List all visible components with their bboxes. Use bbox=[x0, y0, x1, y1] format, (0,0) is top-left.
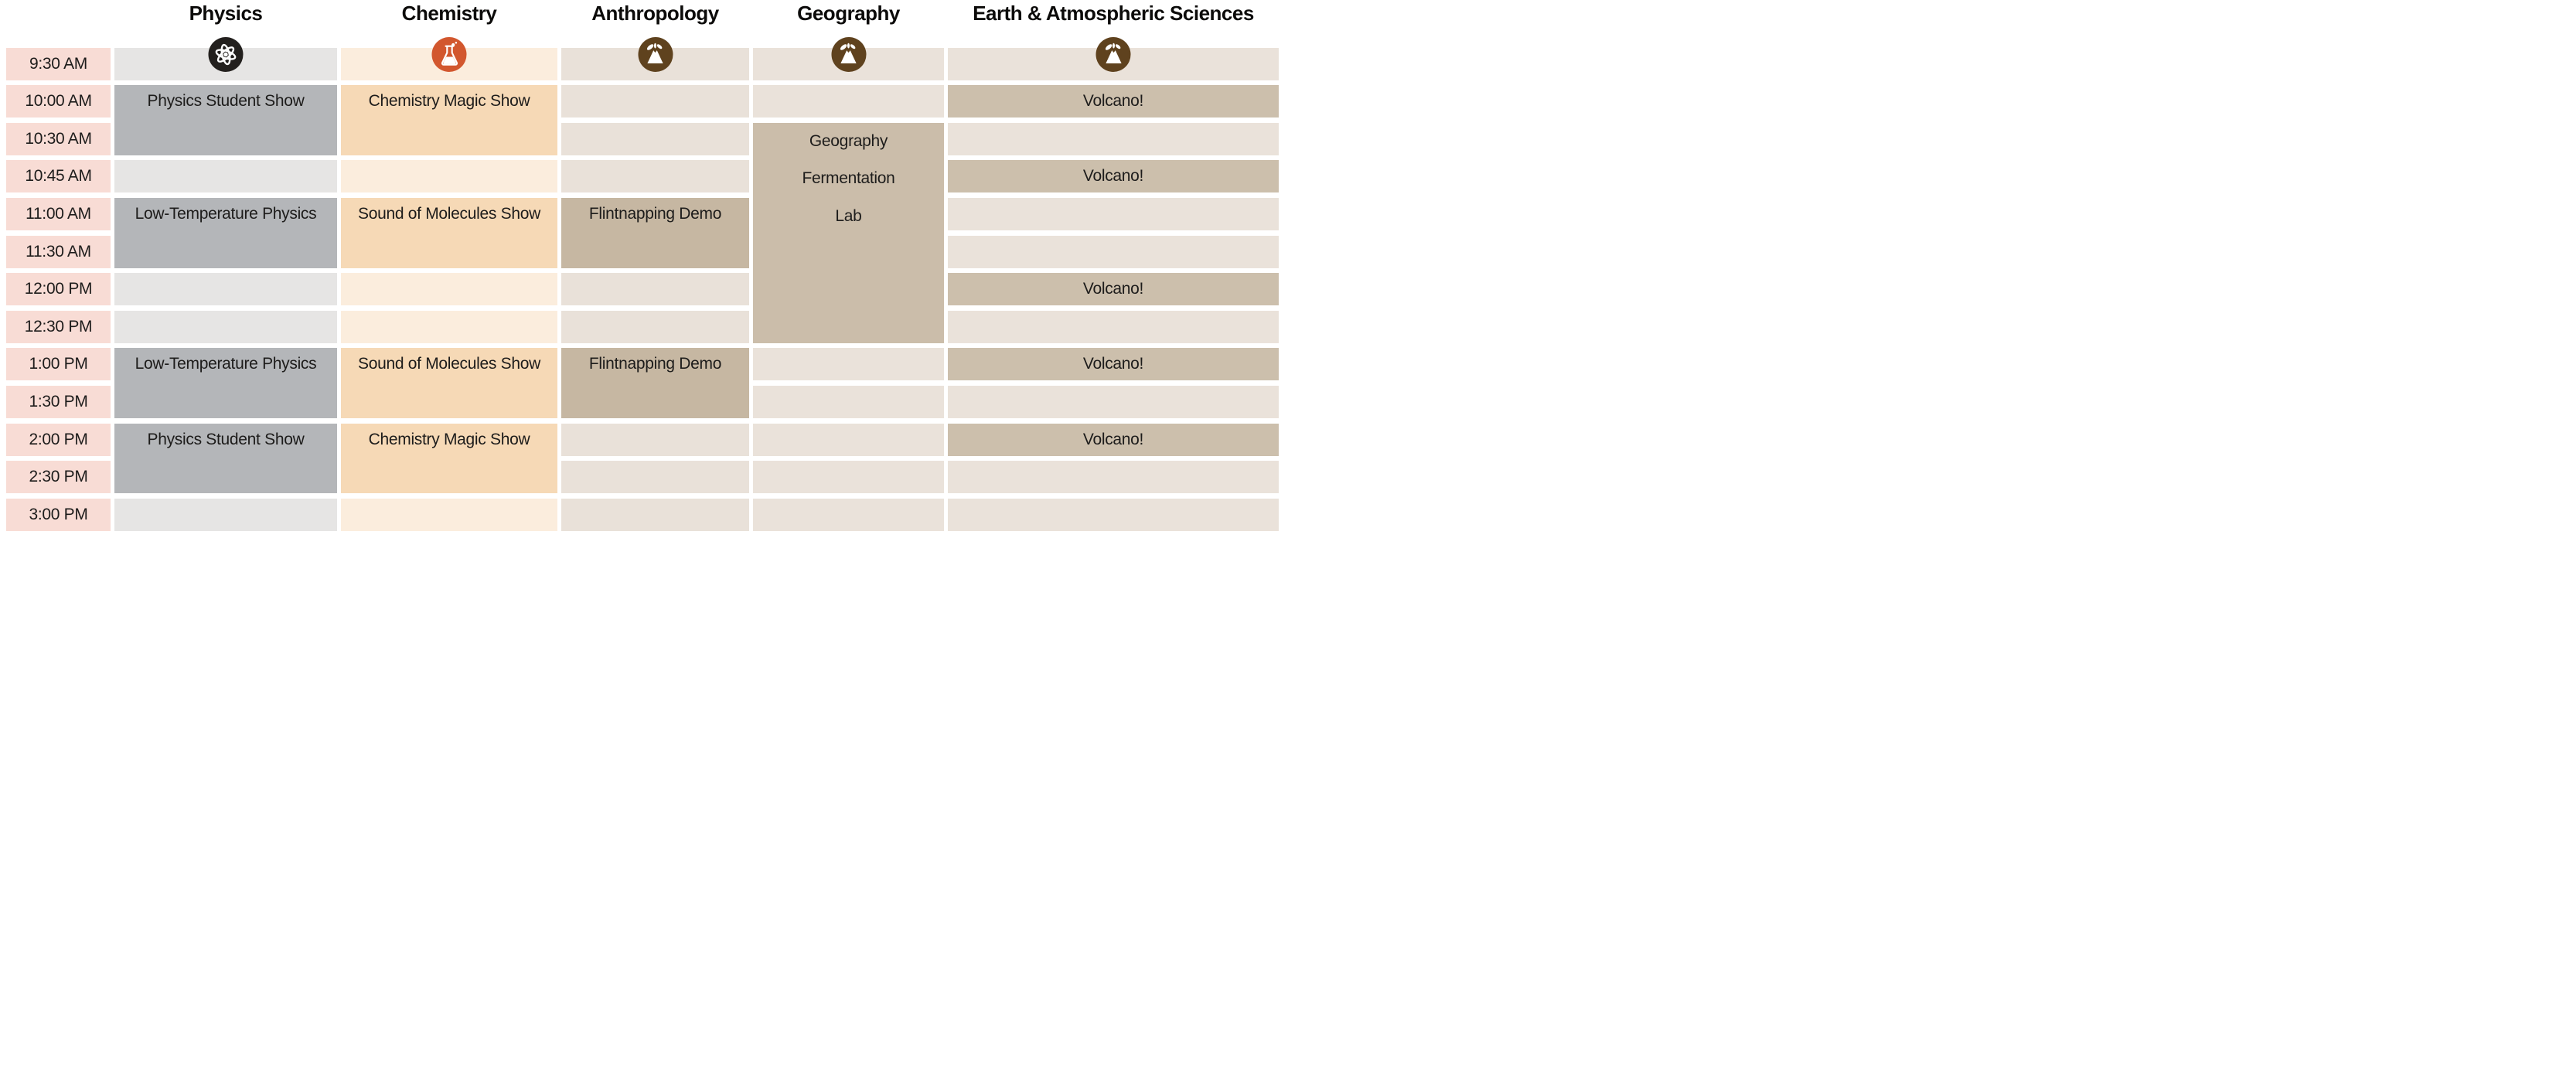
empty-cell-physics-7 bbox=[114, 310, 337, 343]
empty-cell-physics-3 bbox=[114, 160, 337, 193]
empty-cell-geography-0 bbox=[753, 36, 944, 80]
event-cell-earth-atmospheric-sciences-0: Volcano! bbox=[948, 85, 1279, 118]
event-cell-physics-3: Physics Student Show bbox=[114, 423, 337, 494]
empty-cell-chemistry-3 bbox=[341, 160, 557, 193]
empty-cell-geography-10 bbox=[753, 423, 944, 456]
empty-cell-geography-12 bbox=[753, 498, 944, 531]
event-cell-geography-0: Geography Fermentation Lab bbox=[753, 122, 944, 343]
empty-cell-earth-atmospheric-sciences-2 bbox=[948, 122, 1279, 155]
empty-cell-chemistry-6 bbox=[341, 273, 557, 306]
empty-cell-earth-atmospheric-sciences-5 bbox=[948, 235, 1279, 268]
time-label-12-00-pm: 12:00 PM bbox=[6, 273, 111, 306]
time-label-10-30-am: 10:30 AM bbox=[6, 122, 111, 155]
flask-icon bbox=[431, 36, 467, 72]
event-cell-physics-1: Low-Temperature Physics bbox=[114, 197, 337, 268]
time-label-3-00-pm: 3:00 PM bbox=[6, 498, 111, 531]
empty-cell-earth-atmospheric-sciences-12 bbox=[948, 498, 1279, 531]
empty-cell-geography-11 bbox=[753, 461, 944, 494]
empty-cell-earth-atmospheric-sciences-0 bbox=[948, 36, 1279, 80]
event-cell-chemistry-3: Chemistry Magic Show bbox=[341, 423, 557, 494]
time-label-10-45-am: 10:45 AM bbox=[6, 160, 111, 193]
column-header-earth-atmospheric-sciences: Earth & Atmospheric Sciences bbox=[973, 2, 1254, 25]
column-header-anthropology: Anthropology bbox=[591, 2, 719, 25]
schedule-grid: 9:30 AM 10:00 AM 10:30 AM 10:45 AM 11:00 AM 1… bbox=[0, 0, 1288, 531]
volcano-icon bbox=[831, 36, 866, 72]
volcano-icon bbox=[1095, 36, 1131, 72]
column-header-chemistry: Chemistry bbox=[401, 2, 497, 25]
time-label-9-30-am: 9:30 AM bbox=[6, 47, 111, 80]
event-cell-chemistry-2: Sound of Molecules Show bbox=[341, 348, 557, 418]
empty-cell-earth-atmospheric-sciences-11 bbox=[948, 461, 1279, 494]
event-cell-physics-2: Low-Temperature Physics bbox=[114, 348, 337, 418]
event-cell-chemistry-1: Sound of Molecules Show bbox=[341, 197, 557, 268]
empty-cell-chemistry-0 bbox=[341, 36, 557, 80]
volcano-icon bbox=[638, 36, 673, 72]
time-label-11-30-am: 11:30 AM bbox=[6, 235, 111, 268]
time-label-2-30-pm: 2:30 PM bbox=[6, 461, 111, 494]
time-label-1-00-pm: 1:00 PM bbox=[6, 348, 111, 381]
event-cell-earth-atmospheric-sciences-2: Volcano! bbox=[948, 273, 1279, 306]
empty-cell-geography-8 bbox=[753, 348, 944, 381]
empty-cell-earth-atmospheric-sciences-7 bbox=[948, 310, 1279, 343]
event-cell-earth-atmospheric-sciences-4: Volcano! bbox=[948, 423, 1279, 456]
empty-cell-anthropology-2 bbox=[561, 122, 749, 155]
empty-cell-anthropology-1 bbox=[561, 85, 749, 118]
event-cell-earth-atmospheric-sciences-1: Volcano! bbox=[948, 160, 1279, 193]
time-label-1-30-pm: 1:30 PM bbox=[6, 385, 111, 418]
atom-icon bbox=[208, 36, 244, 72]
time-label-12-30-pm: 12:30 PM bbox=[6, 310, 111, 343]
event-cell-earth-atmospheric-sciences-3: Volcano! bbox=[948, 348, 1279, 381]
empty-cell-physics-0 bbox=[114, 36, 337, 80]
event-cell-anthropology-1: Flintnapping Demo bbox=[561, 348, 749, 418]
event-cell-chemistry-0: Chemistry Magic Show bbox=[341, 85, 557, 155]
empty-cell-physics-6 bbox=[114, 273, 337, 306]
column-header-physics: Physics bbox=[189, 2, 263, 25]
time-label-2-00-pm: 2:00 PM bbox=[6, 423, 111, 456]
empty-cell-earth-atmospheric-sciences-4 bbox=[948, 197, 1279, 230]
event-cell-anthropology-0: Flintnapping Demo bbox=[561, 197, 749, 268]
empty-cell-anthropology-0 bbox=[561, 36, 749, 80]
event-cell-physics-0: Physics Student Show bbox=[114, 85, 337, 155]
empty-cell-anthropology-6 bbox=[561, 273, 749, 306]
empty-cell-geography-9 bbox=[753, 385, 944, 418]
empty-cell-geography-1 bbox=[753, 85, 944, 118]
empty-cell-anthropology-12 bbox=[561, 498, 749, 531]
empty-cell-chemistry-7 bbox=[341, 310, 557, 343]
empty-cell-anthropology-3 bbox=[561, 160, 749, 193]
empty-cell-physics-12 bbox=[114, 498, 337, 531]
empty-cell-anthropology-10 bbox=[561, 423, 749, 456]
empty-cell-anthropology-11 bbox=[561, 461, 749, 494]
empty-cell-earth-atmospheric-sciences-9 bbox=[948, 385, 1279, 418]
empty-cell-chemistry-12 bbox=[341, 498, 557, 531]
empty-cell-anthropology-7 bbox=[561, 310, 749, 343]
column-header-geography: Geography bbox=[797, 2, 900, 25]
time-label-11-00-am: 11:00 AM bbox=[6, 197, 111, 230]
time-label-10-00-am: 10:00 AM bbox=[6, 85, 111, 118]
